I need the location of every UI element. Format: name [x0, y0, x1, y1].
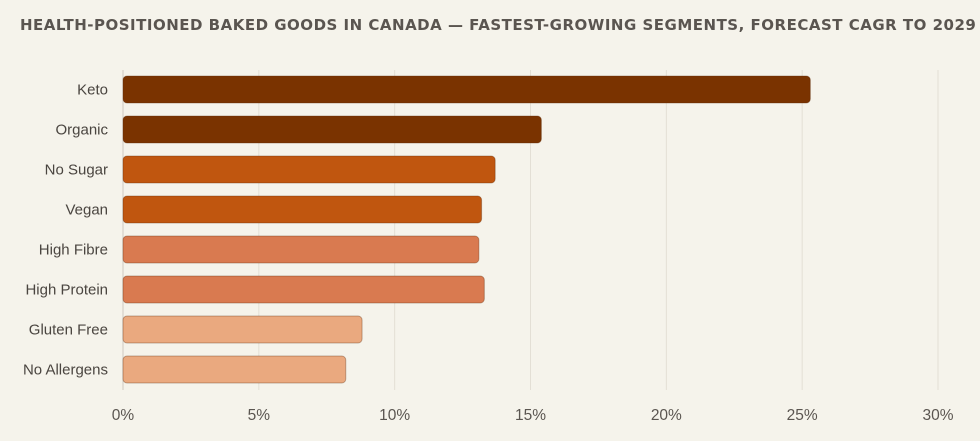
x-tick-label: 30%: [922, 407, 953, 424]
bar-layer: [122, 75, 811, 384]
category-label: No Sugar: [45, 162, 108, 179]
x-tick-label: 10%: [379, 407, 410, 424]
x-tick-label: 20%: [651, 407, 682, 424]
chart-title: HEALTH-POSITIONED BAKED GOODS IN CANADA …: [20, 16, 980, 34]
category-label: High Fibre: [39, 242, 108, 259]
category-label: Organic: [55, 122, 108, 139]
x-tick-label: 25%: [787, 407, 818, 424]
category-label: Vegan: [65, 202, 108, 219]
x-tick-label: 0%: [112, 407, 135, 424]
x-tick-label: 15%: [515, 407, 546, 424]
tick-label-layer: 0% 5% 10% 15% 20% 25% 30%: [112, 407, 954, 424]
category-label: Keto: [77, 82, 108, 99]
bar: [122, 275, 485, 304]
bar: [122, 115, 542, 144]
category-label-layer: Keto Organic No Sugar Vegan High Fibre High P…: [23, 82, 109, 379]
category-label: No Allergens: [23, 362, 108, 379]
bar: [122, 315, 363, 344]
bar: [122, 75, 811, 104]
category-label: Gluten Free: [29, 322, 108, 339]
bar: [122, 195, 483, 224]
x-tick-label: 5%: [248, 407, 271, 424]
bar: [122, 235, 480, 264]
bar: [122, 355, 347, 384]
bar: [122, 155, 496, 184]
category-label: High Protein: [25, 282, 108, 299]
